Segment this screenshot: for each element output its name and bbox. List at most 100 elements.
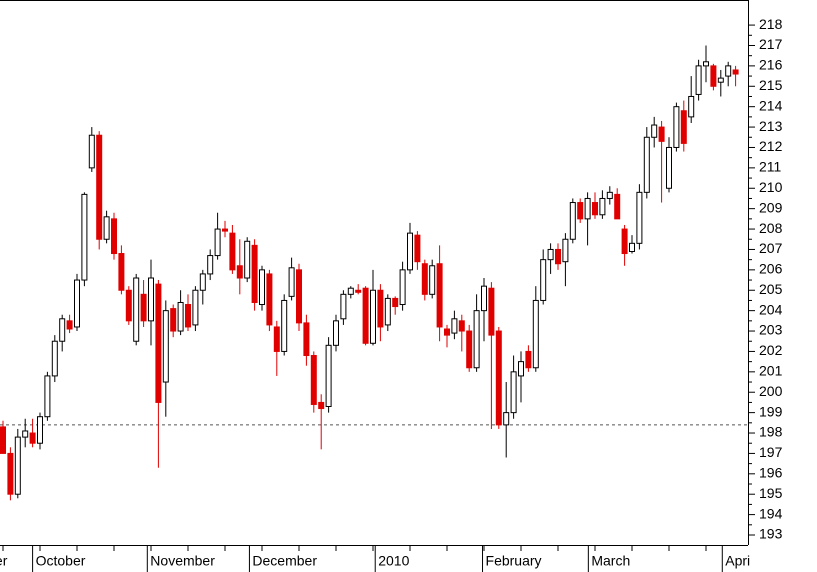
candle-body	[251, 244, 258, 303]
candle-body	[518, 361, 524, 377]
candle-body	[473, 310, 480, 369]
y-tick-label: 205	[759, 281, 783, 297]
candle-body	[725, 65, 732, 77]
candle-body	[444, 328, 450, 336]
candle-body	[44, 375, 51, 418]
y-tick-label: 198	[759, 424, 783, 440]
candle-body	[22, 430, 29, 438]
candle-body	[407, 232, 413, 271]
y-tick-label: 213	[759, 118, 783, 134]
candle-body	[37, 416, 43, 444]
candle-body	[481, 285, 487, 312]
candle-body	[214, 228, 221, 257]
candle-body	[347, 287, 354, 295]
candle-body	[170, 308, 177, 332]
candle-body	[148, 277, 154, 322]
candle-body	[695, 65, 702, 95]
candle-body	[510, 371, 517, 414]
y-tick-label: 201	[759, 363, 783, 379]
candle-body	[384, 297, 391, 326]
x-tick-label: March	[591, 553, 630, 569]
candle-body	[717, 77, 724, 83]
candle-body	[710, 65, 717, 87]
x-tick-label: er	[0, 553, 8, 569]
candle-body	[540, 259, 547, 301]
candle-body	[569, 202, 576, 240]
candle-body	[643, 136, 650, 193]
candle-body	[547, 248, 554, 261]
candle-body	[118, 253, 125, 291]
x-tick-label: 2010	[378, 553, 409, 569]
candle-body	[399, 269, 406, 306]
candle-body	[140, 293, 147, 322]
candle-body	[688, 95, 695, 118]
candle-body	[584, 197, 591, 220]
x-tick-label: Apri	[725, 553, 750, 569]
y-tick-label: 216	[759, 57, 783, 73]
candle-body	[281, 299, 288, 352]
candle-body	[111, 218, 117, 255]
candle-body	[488, 287, 495, 336]
x-tick-label: February	[486, 553, 542, 569]
candle-body	[629, 242, 635, 252]
candle-body	[340, 293, 347, 320]
candle-body	[155, 283, 162, 403]
y-tick-label: 218	[759, 16, 783, 32]
candle-body	[555, 248, 561, 265]
candle-body	[429, 265, 436, 295]
candle-body	[680, 110, 687, 144]
candle-body	[621, 228, 628, 255]
y-tick-label: 206	[759, 261, 783, 277]
candle-body	[421, 263, 428, 295]
candle-body	[636, 191, 643, 244]
candle-body	[177, 301, 184, 332]
candle-body	[318, 401, 325, 410]
candle-body	[362, 287, 369, 344]
candle-body	[273, 326, 280, 352]
y-tick-label: 207	[759, 240, 783, 256]
x-tick-label: December	[252, 553, 317, 569]
candle-body	[74, 279, 80, 328]
y-tick-label: 211	[759, 159, 782, 175]
candle-body	[577, 202, 584, 220]
candle-body	[288, 267, 295, 297]
y-tick-label: 208	[759, 220, 783, 236]
y-tick-label: 214	[759, 97, 783, 113]
candle-body	[185, 304, 191, 328]
y-tick-label: 197	[759, 444, 783, 460]
candle-body	[325, 344, 332, 408]
y-tick-label: 215	[759, 77, 783, 93]
candle-body	[495, 330, 502, 426]
y-tick-label: 200	[759, 383, 783, 399]
candle-body	[562, 238, 569, 263]
candle-body	[222, 228, 228, 232]
candle-body	[310, 355, 317, 405]
candle-body	[592, 202, 598, 216]
candle-body	[666, 146, 672, 189]
y-tick-label: 209	[759, 199, 783, 215]
candle-body	[259, 269, 265, 306]
candle-body	[703, 61, 709, 67]
candle-body	[296, 269, 302, 324]
candle-body	[377, 289, 384, 328]
candle-body	[458, 320, 465, 332]
candle-body	[466, 330, 473, 369]
candle-body	[673, 106, 680, 148]
candle-body	[451, 318, 458, 334]
candle-body	[658, 126, 665, 142]
candle-body	[732, 69, 739, 75]
candle-body	[59, 318, 66, 342]
y-tick-label: 204	[759, 301, 783, 317]
candle-body	[192, 289, 199, 326]
candle-body	[88, 134, 95, 169]
y-tick-label: 195	[759, 485, 783, 501]
candle-body	[162, 310, 169, 383]
candle-body	[303, 322, 310, 357]
candle-body	[14, 436, 21, 495]
candle-body	[606, 191, 613, 199]
candle-body	[436, 263, 443, 328]
candle-body	[29, 432, 36, 444]
y-tick-label: 196	[759, 465, 783, 481]
candle-body	[599, 197, 606, 216]
